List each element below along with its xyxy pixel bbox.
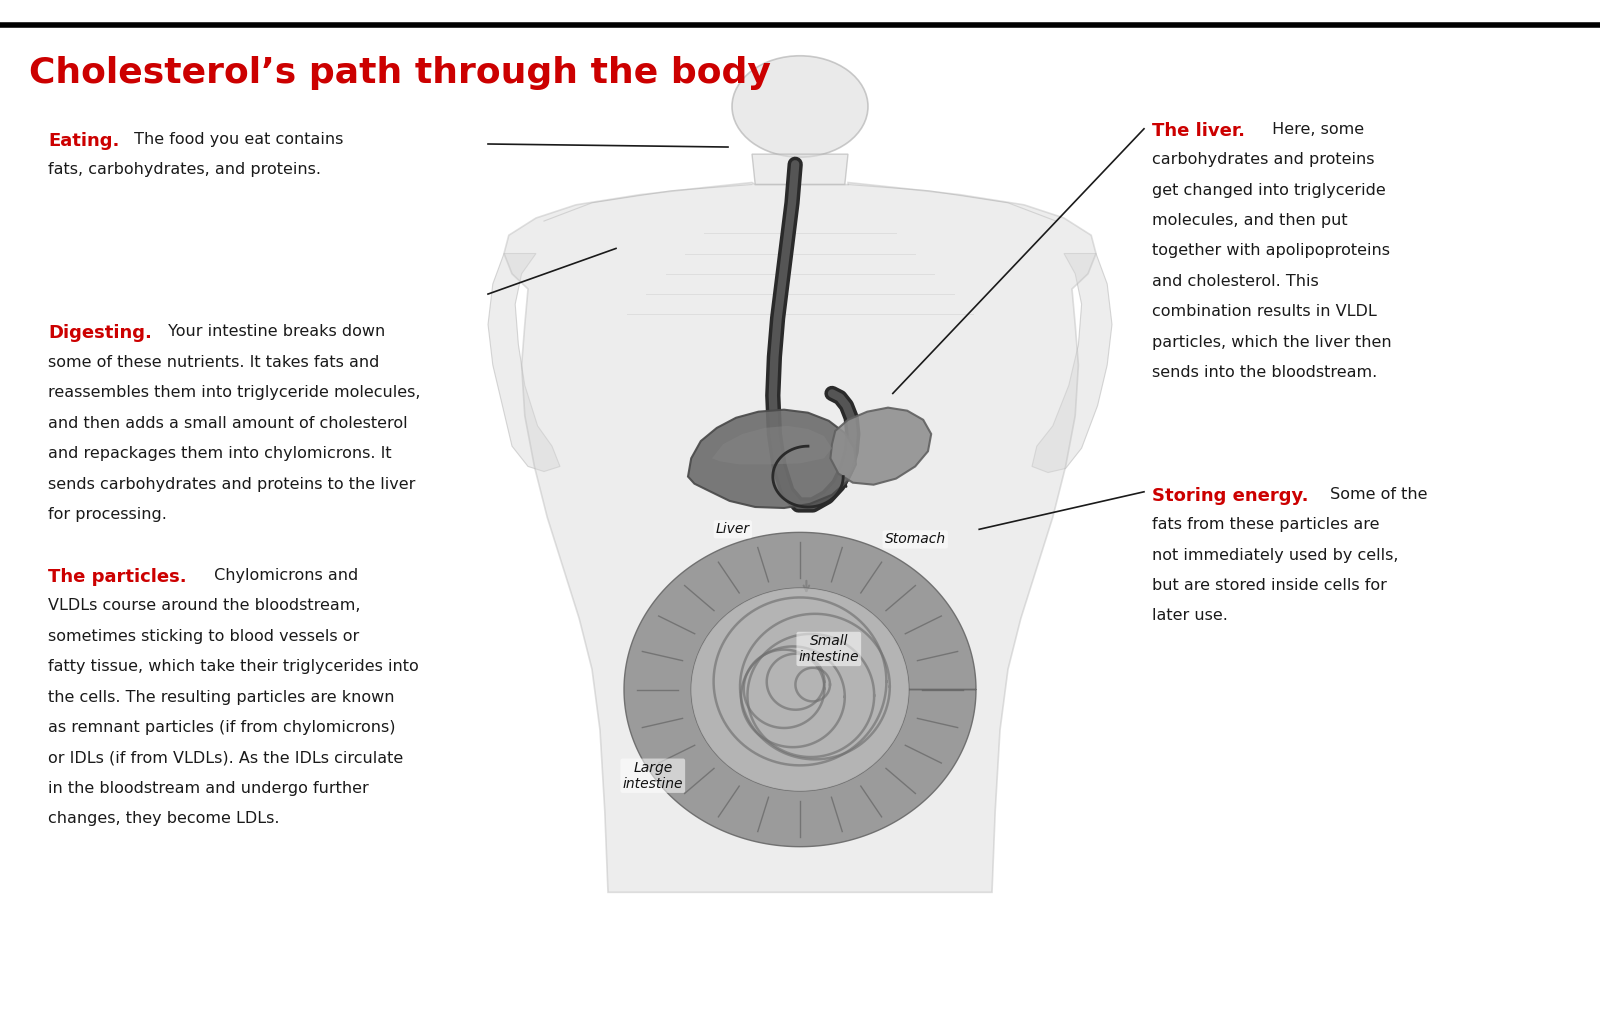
Text: Small
intestine: Small intestine [798, 634, 859, 664]
Text: Liver: Liver [715, 522, 750, 536]
Text: get changed into triglyceride: get changed into triglyceride [1152, 183, 1386, 198]
Text: The food you eat contains: The food you eat contains [128, 132, 342, 147]
Text: fats from these particles are: fats from these particles are [1152, 517, 1379, 532]
Text: and repackages them into chylomicrons. It: and repackages them into chylomicrons. I… [48, 446, 392, 461]
Text: Large
intestine: Large intestine [622, 760, 683, 791]
Text: Storing energy.: Storing energy. [1152, 487, 1309, 505]
Polygon shape [712, 426, 832, 464]
Text: some of these nutrients. It takes fats and: some of these nutrients. It takes fats a… [48, 355, 379, 370]
Text: the cells. The resulting particles are known: the cells. The resulting particles are k… [48, 690, 395, 705]
Polygon shape [752, 154, 848, 185]
Polygon shape [688, 410, 856, 508]
Text: sends carbohydrates and proteins to the liver: sends carbohydrates and proteins to the … [48, 477, 416, 492]
Text: later use.: later use. [1152, 608, 1227, 624]
Text: combination results in VLDL: combination results in VLDL [1152, 304, 1376, 319]
Text: Your intestine breaks down: Your intestine breaks down [163, 324, 386, 340]
Text: and then adds a small amount of cholesterol: and then adds a small amount of choleste… [48, 416, 408, 431]
Text: fats, carbohydrates, and proteins.: fats, carbohydrates, and proteins. [48, 162, 322, 177]
Text: carbohydrates and proteins: carbohydrates and proteins [1152, 152, 1374, 167]
Text: Eating.: Eating. [48, 132, 120, 150]
Text: Some of the: Some of the [1325, 487, 1427, 502]
Ellipse shape [733, 56, 867, 157]
Polygon shape [488, 254, 560, 472]
Text: but are stored inside cells for: but are stored inside cells for [1152, 578, 1387, 593]
Text: Digesting.: Digesting. [48, 324, 152, 343]
Text: for processing.: for processing. [48, 507, 166, 522]
Text: reassembles them into triglyceride molecules,: reassembles them into triglyceride molec… [48, 385, 421, 401]
Text: Stomach: Stomach [885, 532, 946, 547]
Polygon shape [830, 408, 931, 485]
Text: sends into the bloodstream.: sends into the bloodstream. [1152, 365, 1378, 380]
Polygon shape [1032, 254, 1112, 473]
Text: or IDLs (if from VLDLs). As the IDLs circulate: or IDLs (if from VLDLs). As the IDLs cir… [48, 750, 403, 766]
Polygon shape [624, 532, 976, 847]
Text: Cholesterol’s path through the body: Cholesterol’s path through the body [29, 56, 771, 90]
Text: VLDLs course around the bloodstream,: VLDLs course around the bloodstream, [48, 598, 360, 613]
Text: and cholesterol. This: and cholesterol. This [1152, 274, 1318, 289]
Text: together with apolipoproteins: together with apolipoproteins [1152, 243, 1390, 259]
Text: as remnant particles (if from chylomicrons): as remnant particles (if from chylomicro… [48, 720, 395, 735]
Text: particles, which the liver then: particles, which the liver then [1152, 335, 1392, 350]
Text: fatty tissue, which take their triglycerides into: fatty tissue, which take their triglycer… [48, 659, 419, 674]
Text: The particles.: The particles. [48, 568, 187, 586]
Text: The liver.: The liver. [1152, 122, 1245, 140]
Text: Here, some: Here, some [1267, 122, 1365, 137]
Polygon shape [504, 183, 1096, 892]
Text: sometimes sticking to blood vessels or: sometimes sticking to blood vessels or [48, 629, 360, 644]
Text: in the bloodstream and undergo further: in the bloodstream and undergo further [48, 781, 368, 796]
Text: Chylomicrons and: Chylomicrons and [210, 568, 358, 583]
Text: changes, they become LDLs.: changes, they become LDLs. [48, 811, 280, 826]
Ellipse shape [691, 588, 909, 791]
Text: not immediately used by cells,: not immediately used by cells, [1152, 548, 1398, 563]
Text: molecules, and then put: molecules, and then put [1152, 213, 1347, 228]
